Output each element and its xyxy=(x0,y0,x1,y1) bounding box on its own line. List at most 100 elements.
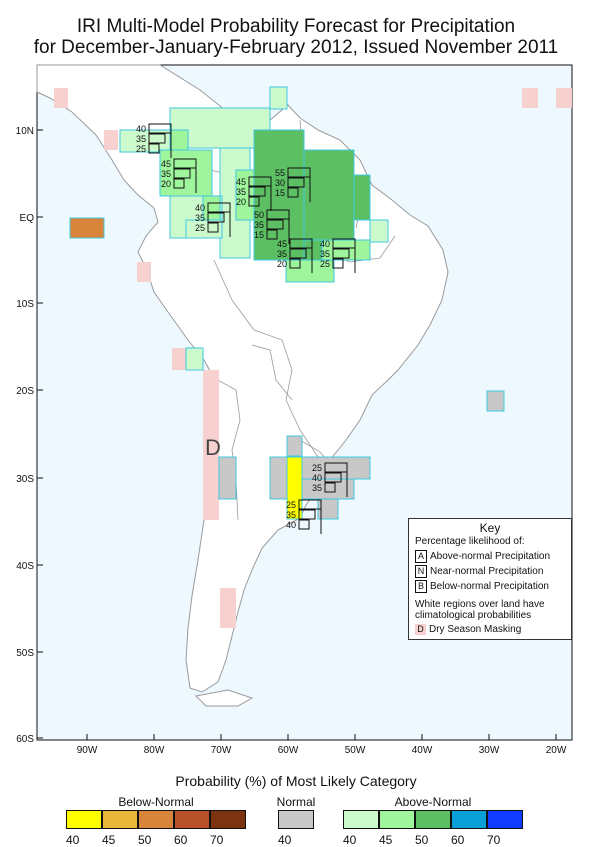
dry-cell xyxy=(203,370,219,520)
lon-label: 70W xyxy=(211,745,232,756)
probability-bar xyxy=(298,519,310,530)
below-normal-tick-label: 70 xyxy=(210,833,224,847)
below-normal-swatch xyxy=(174,810,210,829)
above-normal-tick-label: 45 xyxy=(379,833,393,847)
lon-label: 80W xyxy=(144,745,165,756)
lon-label: 20W xyxy=(546,745,567,756)
map-title-line1: IRI Multi-Model Probability Forecast for… xyxy=(76,16,516,37)
map-key: Key Percentage likelihood of: A Above-nor… xyxy=(408,518,572,640)
below-normal-tick-label: 60 xyxy=(174,833,188,847)
probability-bar xyxy=(332,258,344,269)
probability-value: 30 xyxy=(275,178,285,188)
lat-label: 30S xyxy=(16,474,34,485)
probability-value: 35 xyxy=(320,249,330,259)
probability-bar xyxy=(148,143,160,154)
below-normal-tick-label: 45 xyxy=(102,833,116,847)
probability-bar xyxy=(148,133,166,144)
probability-box-layer: 4035254535205530154535204035255035154535… xyxy=(136,123,356,534)
legend-normal-label: Normal xyxy=(276,795,316,809)
tierra-del-fuego-land xyxy=(194,689,254,707)
probability-bar xyxy=(289,258,301,269)
probability-value: 40 xyxy=(195,203,205,213)
latitude-labels: 10N EQ 10S 20S 30S 40S 50S 60S xyxy=(16,126,35,745)
key-dry-label: Dry Season Masking xyxy=(429,624,522,635)
lat-label: EQ xyxy=(20,213,35,224)
longitude-labels: 90W 80W 70W 60W 50W 40W 30W 20W xyxy=(77,745,567,756)
probability-value: 35 xyxy=(136,134,146,144)
dry-cell xyxy=(104,130,118,150)
above-normal-tick-label: 50 xyxy=(415,833,429,847)
above40-cell xyxy=(369,219,389,243)
probability-value: 55 xyxy=(275,168,285,178)
above40-cell xyxy=(185,347,204,371)
below-normal-swatch xyxy=(66,810,102,829)
key-letter: A xyxy=(415,550,427,563)
probability-bar xyxy=(298,509,316,520)
dry-cell xyxy=(556,88,572,108)
below-normal-cells xyxy=(69,217,303,520)
below50-cell xyxy=(69,217,105,239)
key-subtitle: Percentage likelihood of: xyxy=(415,536,525,547)
legend-above-label: Above-Normal xyxy=(394,795,472,809)
probability-value: 25 xyxy=(136,144,146,154)
probability-bar xyxy=(289,248,307,259)
probability-value: 35 xyxy=(195,213,205,223)
dry-cell xyxy=(137,262,151,282)
above45-cell xyxy=(202,195,221,221)
above-normal-swatch xyxy=(379,810,415,829)
probability-bar xyxy=(266,229,278,240)
probability-value: 35 xyxy=(312,483,322,493)
probability-value: 25 xyxy=(195,223,205,233)
above50-cell xyxy=(303,149,355,241)
probability-value: 40 xyxy=(286,520,296,530)
above-normal-tick-label: 70 xyxy=(487,833,501,847)
key-letter: N xyxy=(415,565,427,578)
lat-label: 10S xyxy=(16,299,34,310)
probability-bar xyxy=(324,482,336,493)
probability-bar xyxy=(207,222,219,233)
lon-label: 50W xyxy=(345,745,366,756)
key-row-below: B Below-normal Precipitation xyxy=(415,580,549,593)
above-normal-cells xyxy=(119,86,389,371)
above45-cell xyxy=(169,129,189,151)
map-title-line2: for December-January-February 2012, Issu… xyxy=(33,37,559,58)
key-row-label: Below-normal Precipitation xyxy=(430,581,549,592)
dry-cell xyxy=(220,588,236,628)
key-letter: B xyxy=(415,580,427,593)
below-normal-swatch xyxy=(138,810,174,829)
below-normal-tick-label: 50 xyxy=(138,833,152,847)
above45-cell xyxy=(159,149,213,197)
probability-value: 50 xyxy=(254,210,264,220)
probability-bar xyxy=(324,472,342,483)
probability-value: 40 xyxy=(312,473,322,483)
lon-label: 30W xyxy=(479,745,500,756)
probability-value: 15 xyxy=(254,230,264,240)
probability-value: 45 xyxy=(236,177,246,187)
above40-cell xyxy=(169,107,271,149)
above40-cell xyxy=(269,86,288,110)
above-normal-swatch xyxy=(343,810,379,829)
below-normal-swatch xyxy=(210,810,246,829)
probability-value: 35 xyxy=(254,220,264,230)
key-title: Key xyxy=(479,521,501,535)
key-white-note-1: White regions over land have xyxy=(415,599,545,610)
normal-tick-label: 40 xyxy=(278,833,292,847)
lon-label: 90W xyxy=(77,745,98,756)
legend-title: Probability (%) of Most Likely Category xyxy=(175,773,417,789)
axis-ticks xyxy=(37,129,557,740)
dry-cell xyxy=(522,88,538,108)
key-white-note-2: climatological probabilities xyxy=(415,610,532,621)
normal-cell xyxy=(486,390,505,412)
above-normal-swatch xyxy=(415,810,451,829)
probability-value: 35 xyxy=(236,187,246,197)
key-row-above: A Above-normal Precipitation xyxy=(415,550,550,563)
normal-cell xyxy=(218,456,237,500)
probability-value: 35 xyxy=(161,169,171,179)
above-normal-tick-label: 40 xyxy=(343,833,357,847)
dry-season-cells xyxy=(54,88,572,628)
